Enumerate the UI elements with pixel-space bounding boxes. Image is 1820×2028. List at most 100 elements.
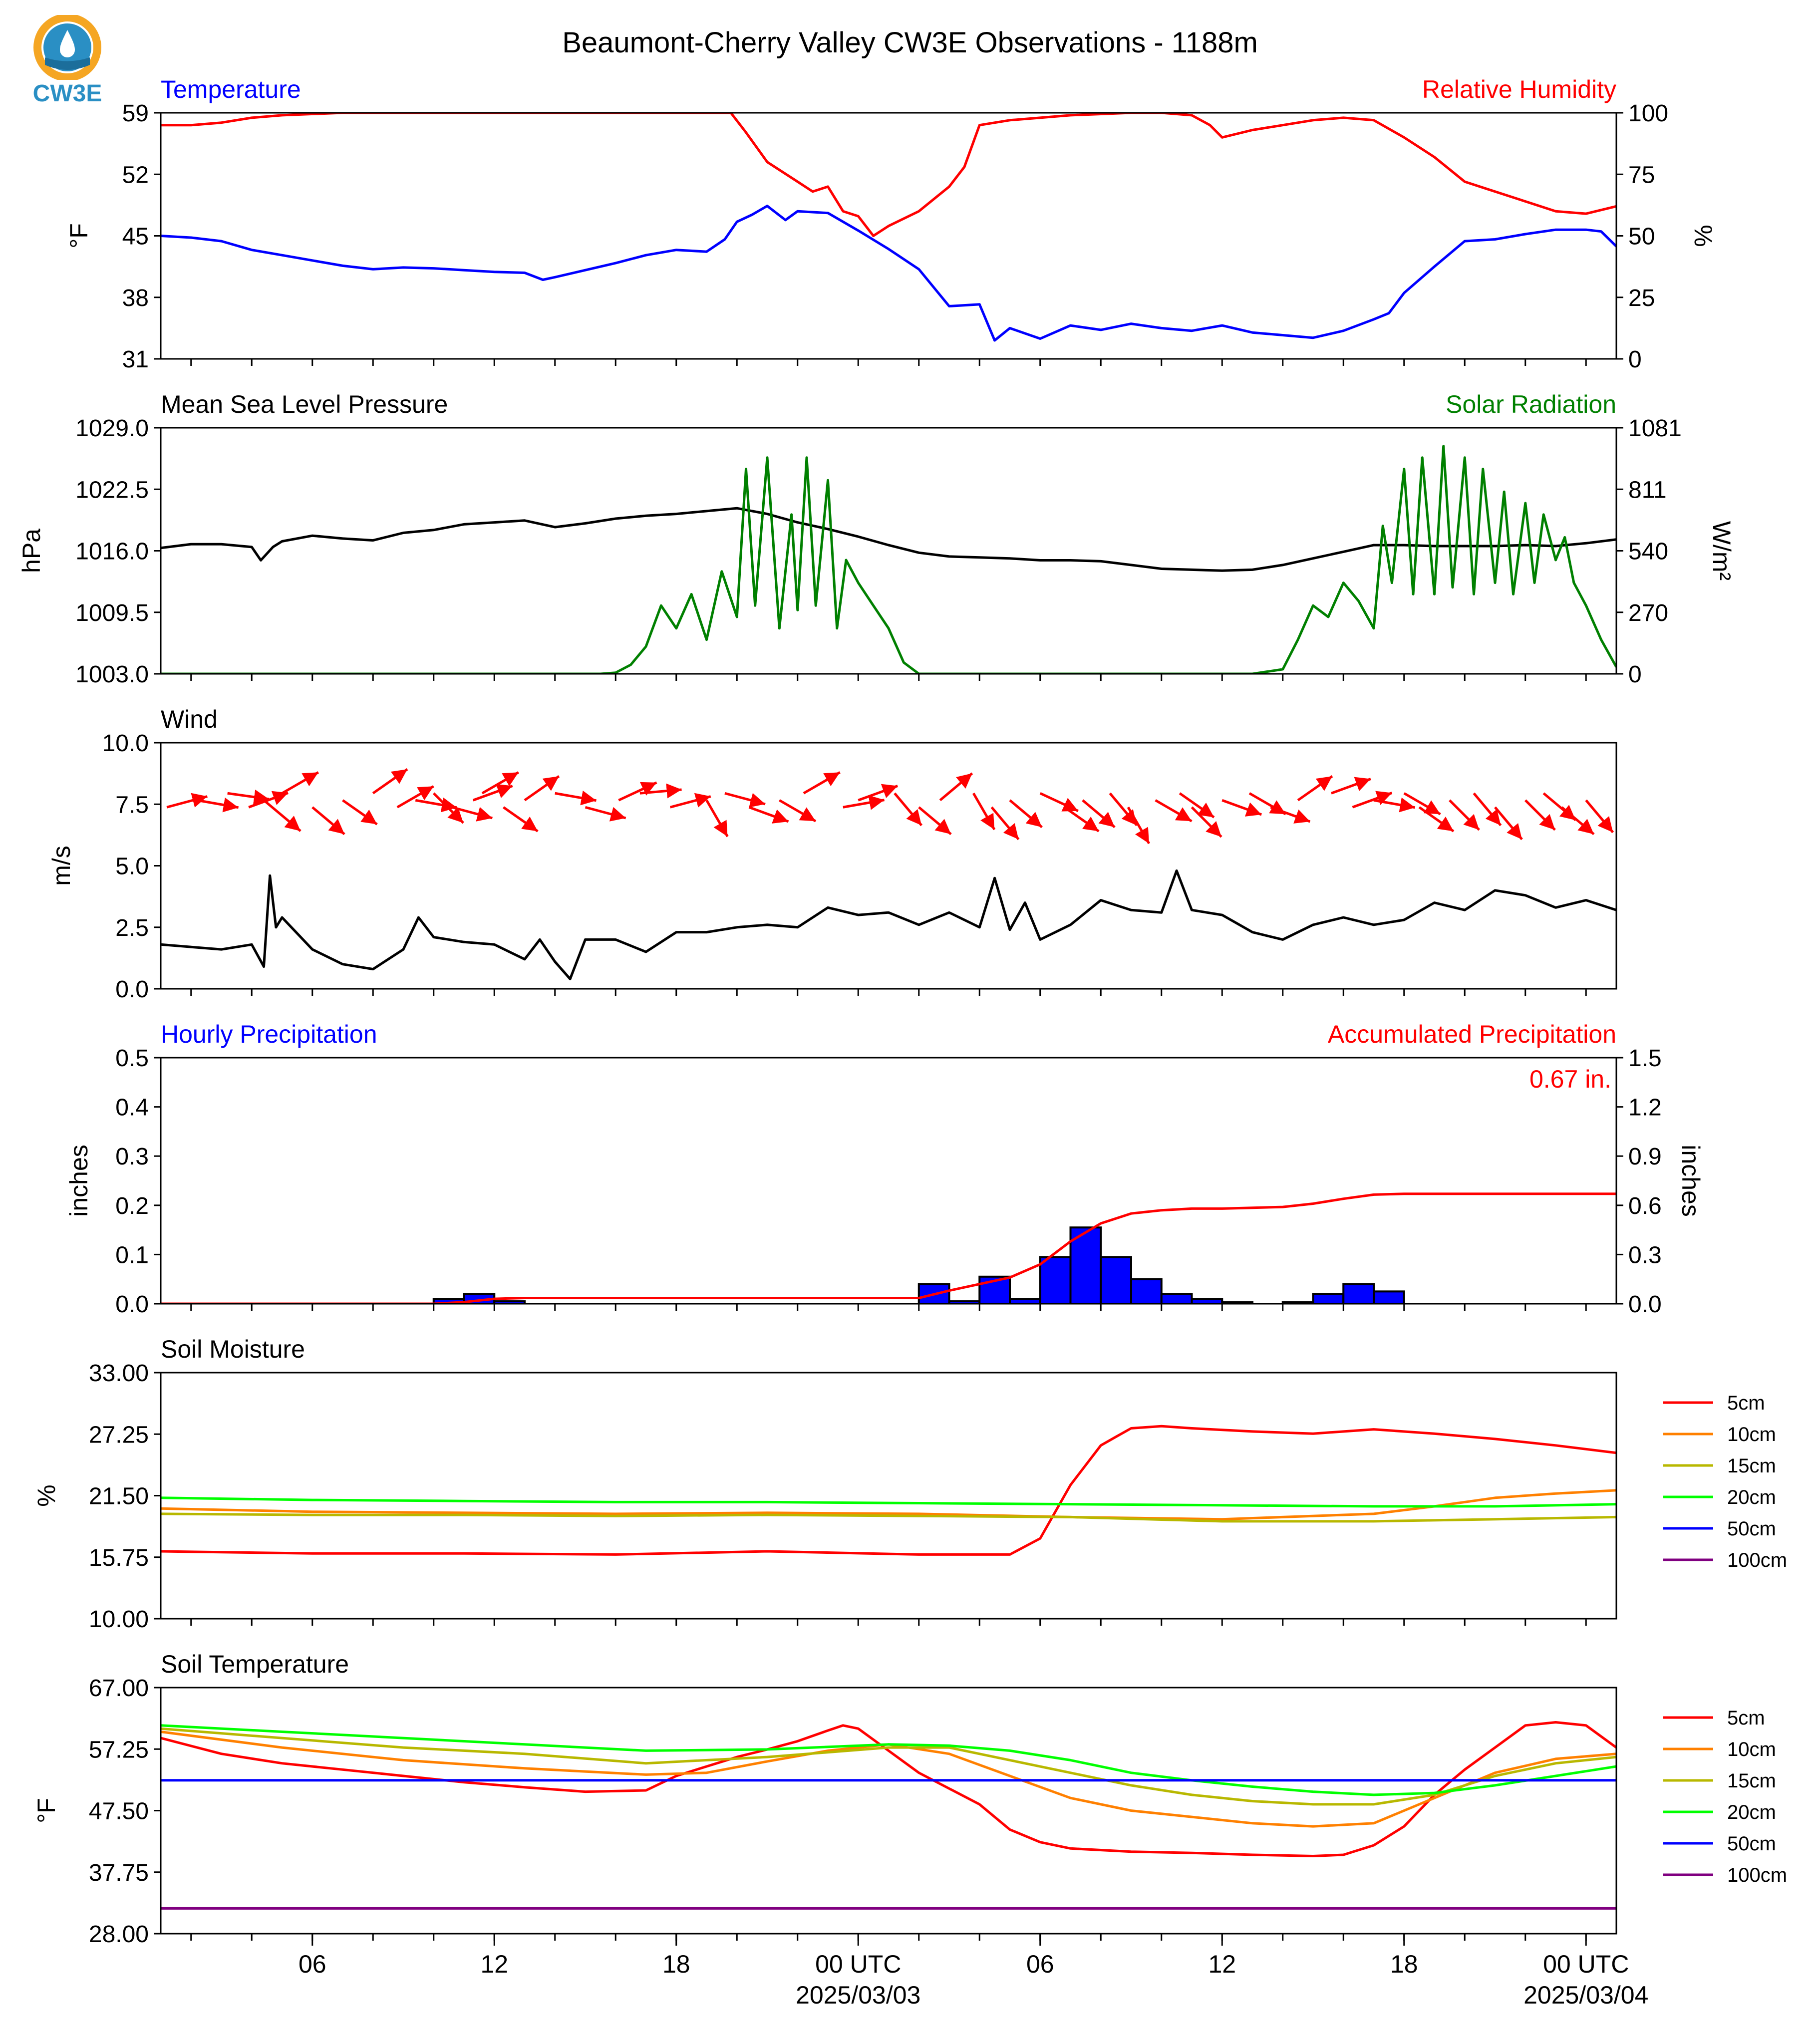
y-tick-label: 0.5 (115, 1045, 149, 1072)
panel-title-left: Soil Moisture (161, 1335, 305, 1363)
series-accumulated-precipitation (161, 1192, 1616, 1304)
wind-vector (1155, 799, 1193, 823)
panel-temperature: 31 38 45 52 59 0 25 50 75 100 °F % Temperature Relati… (65, 75, 1717, 373)
y2-tick-label: 0.0 (1628, 1291, 1662, 1318)
precip-bar (978, 1275, 1011, 1304)
wind-vector (1473, 792, 1502, 827)
x-tick-label: 06 (299, 1950, 326, 1978)
series-15cm (161, 1727, 1616, 1806)
y-tick-label: 10.00 (89, 1606, 149, 1633)
x-tick-label: 00 UTC (815, 1950, 901, 1978)
series-20cm (161, 1724, 1616, 1796)
y-tick-label: 47.50 (89, 1798, 149, 1825)
y-tick-label: 52 (122, 162, 149, 188)
wind-vector (918, 806, 952, 836)
x-tick-label: 18 (662, 1950, 690, 1978)
series-group (161, 1721, 1616, 1910)
legend-label: 10cm (1727, 1738, 1776, 1760)
y2-tick-label: 270 (1628, 600, 1668, 626)
y2-axis-label: inches (1677, 1145, 1705, 1217)
panel-title-left: Hourly Precipitation (161, 1020, 377, 1048)
x-tick-date-label: 2025/03/03 (796, 1981, 920, 2009)
panel-title-right: Accumulated Precipitation (1328, 1020, 1616, 1048)
wind-vector (372, 768, 408, 795)
series-group (161, 445, 1616, 674)
series-solar-radiation (161, 445, 1616, 674)
series-5cm (161, 1721, 1616, 1857)
series-15cm (161, 1512, 1616, 1523)
panel-title-left: Wind (161, 705, 218, 733)
y-tick-label: 0.1 (115, 1242, 149, 1268)
legend-label: 100cm (1727, 1549, 1787, 1571)
series-wind-speed (161, 869, 1616, 980)
wind-vector (1039, 792, 1079, 813)
wind-vector (639, 783, 682, 799)
series-temperature (161, 205, 1616, 342)
series-group (161, 768, 1616, 980)
y-tick-label: 67.00 (89, 1675, 149, 1702)
x-tick-label: 18 (1390, 1950, 1418, 1978)
y-axis-label: % (32, 1484, 60, 1506)
y-tick-label: 0.0 (115, 1291, 149, 1318)
y-tick-label: 15.75 (89, 1545, 149, 1571)
wind-vector (618, 781, 657, 802)
wind-vector (1524, 799, 1556, 831)
panel-frame (160, 1057, 1617, 1305)
y-tick-label: 45 (122, 224, 149, 250)
panel-title-left: Mean Sea Level Pressure (161, 390, 448, 418)
wind-vector (1331, 777, 1371, 795)
wind-vector (858, 784, 899, 802)
cw3e-logo: CW3E (25, 13, 110, 107)
accumulated-total-label: 0.67 in. (1529, 1065, 1611, 1093)
y-tick-label: 27.25 (89, 1422, 149, 1448)
series-relative-humidity (161, 113, 1616, 237)
wind-vector (524, 775, 560, 802)
y-tick-label: 5.0 (115, 854, 149, 880)
legend-label: 100cm (1727, 1864, 1787, 1886)
wind-vector (990, 806, 1020, 841)
wind-vector (1270, 806, 1311, 824)
cw3e-logo-mark (33, 13, 101, 81)
legend-label: 10cm (1727, 1424, 1776, 1446)
wind-vector (894, 792, 923, 827)
wind-vector (1221, 799, 1262, 817)
legend-label: 15cm (1727, 1455, 1776, 1477)
y-tick-label: 0.3 (115, 1144, 149, 1170)
y-tick-label: 7.5 (115, 792, 149, 818)
wind-vector (939, 772, 973, 802)
wind-vector (1449, 799, 1481, 831)
panel-frame (160, 1687, 1617, 1935)
wind-vector (1191, 806, 1222, 838)
y2-tick-label: 1.2 (1628, 1095, 1662, 1121)
wind-vector (1297, 775, 1333, 802)
wind-vector (705, 799, 729, 838)
wind-vector (248, 791, 289, 809)
precip-bar (1130, 1278, 1163, 1304)
panel-frame (160, 1372, 1617, 1620)
wind-vector (585, 806, 626, 822)
legend: 5cm 10cm 15cm 20cm 50cm 100cm (1663, 1707, 1787, 1886)
wind-vector (263, 799, 302, 832)
y2-axis-label: % (1689, 225, 1717, 247)
legend-label: 15cm (1727, 1770, 1776, 1792)
legend-label: 5cm (1727, 1707, 1765, 1729)
wind-vector (342, 799, 378, 826)
wind-vector (1418, 806, 1455, 833)
y2-tick-label: 75 (1628, 162, 1655, 188)
wind-vector (396, 785, 434, 809)
wind-vector (503, 806, 539, 833)
y-axis-label: °F (32, 1798, 60, 1823)
y2-tick-label: 50 (1628, 224, 1655, 250)
wind-vector (1109, 792, 1138, 827)
x-tick-label: 12 (1208, 1950, 1236, 1978)
wind-vector (748, 806, 789, 824)
y-tick-label: 38 (122, 285, 149, 311)
legend-label: 50cm (1727, 1518, 1776, 1540)
y-tick-label: 28.00 (89, 1921, 149, 1948)
wind-vector (1352, 791, 1393, 809)
y-tick-label: 31 (122, 346, 149, 373)
panel-frame (160, 742, 1617, 990)
wind-vector (843, 795, 885, 810)
wind-vector (1494, 806, 1523, 841)
wind-vector (1561, 806, 1595, 836)
